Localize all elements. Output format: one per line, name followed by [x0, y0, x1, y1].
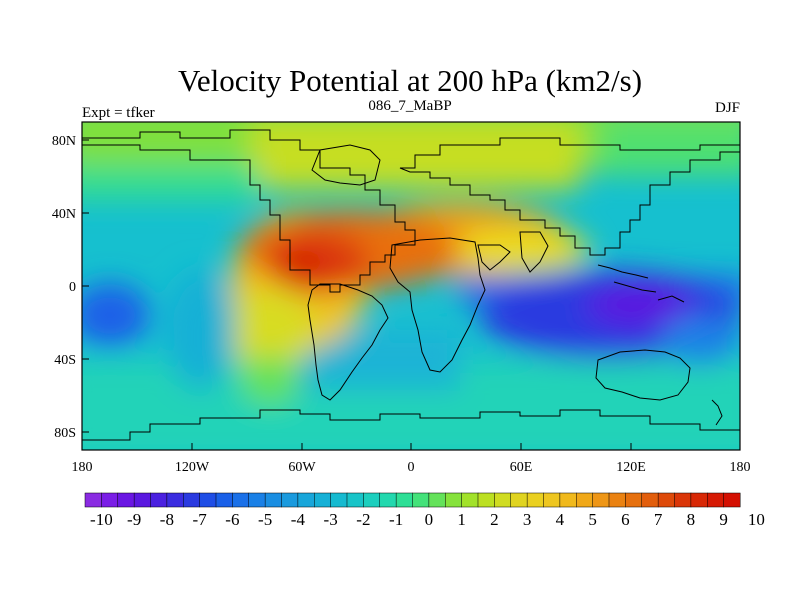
colorbar-swatch: [657, 492, 675, 508]
arabia-india-coast: [477, 231, 549, 273]
colorbar-swatch: [690, 492, 708, 508]
x-tick-120w: 120W: [175, 460, 210, 475]
left-label: Expt = tfker: [82, 105, 155, 121]
colorbar-tick-label: -1: [389, 510, 403, 529]
x-tick-120e: 120E: [616, 460, 646, 475]
colorbar-tick-label: -6: [225, 510, 239, 529]
eurasia-coast: [399, 137, 740, 256]
new-zealand: [711, 399, 723, 426]
australia-coast: [595, 349, 691, 401]
colorbar-tick-label: 5: [588, 510, 597, 529]
x-tick-labels: 180 120W 60W 0 60E 120E 180: [72, 460, 751, 475]
colorbar-swatch: [543, 492, 561, 508]
antarctica-coast: [82, 409, 740, 441]
colorbar-swatch: [183, 492, 201, 508]
south-america-coast: [307, 283, 389, 401]
colorbar-swatch: [281, 492, 299, 508]
colorbar-swatch: [625, 492, 643, 508]
colorbar-swatch: [314, 492, 332, 508]
colorbar-tick-label: 8: [687, 510, 696, 529]
maritime-continent: [597, 264, 685, 303]
colorbar-tick-label: -9: [127, 510, 141, 529]
colorbar-swatch: [526, 492, 544, 508]
y-tick-80s: 80S: [54, 426, 76, 441]
colorbar-swatch: [395, 492, 413, 508]
colorbar-swatch: [346, 492, 364, 508]
colorbar-swatch: [297, 492, 315, 508]
center-label: 086_7_MaBP: [368, 98, 451, 114]
colorbar-tick-label: 3: [523, 510, 532, 529]
colorbar-swatch: [559, 492, 577, 508]
colorbar-tick-label: 2: [490, 510, 499, 529]
colorbar-swatch: [330, 492, 348, 508]
colorbar-tick-label: 4: [556, 510, 565, 529]
colorbar-swatch: [723, 492, 741, 508]
colorbar-swatch: [84, 492, 102, 508]
colorbar-tick-label: -4: [291, 510, 306, 529]
colorbar-tick-label: -2: [356, 510, 370, 529]
colorbar-tick-label: -5: [258, 510, 272, 529]
colorbar-tick-label: -8: [160, 510, 174, 529]
colorbar-swatch: [592, 492, 610, 508]
colorbar-tick-label: -7: [193, 510, 208, 529]
colorbar-swatch: [248, 492, 266, 508]
colorbar-swatch: [461, 492, 479, 508]
x-tick-180e: 180: [730, 460, 751, 475]
coastlines: [82, 129, 740, 441]
colorbar-tick-label: 0: [425, 510, 434, 529]
colorbar-swatch: [674, 492, 692, 508]
colorbar-swatch: [363, 492, 381, 508]
colorbar-swatch: [494, 492, 512, 508]
y-tick-80n: 80N: [52, 134, 76, 149]
colorbar-tick-label: -3: [324, 510, 338, 529]
y-tick-40n: 40N: [52, 207, 76, 222]
colorbar-tick-label: -10: [90, 510, 113, 529]
y-tick-40s: 40S: [54, 353, 76, 368]
colorbar-swatch: [264, 492, 282, 508]
north-america-coast: [82, 129, 416, 293]
x-tick-60e: 60E: [510, 460, 533, 475]
colorbar-tick-label: 7: [654, 510, 663, 529]
colorbar-swatch: [101, 492, 119, 508]
colorbar-swatch: [379, 492, 397, 508]
x-tick-180w: 180: [72, 460, 93, 475]
contour-field: [82, 122, 740, 450]
colorbar-swatch: [232, 492, 250, 508]
map-title: Velocity Potential at 200 hPa (km2/s): [178, 63, 642, 98]
colorbar-swatch: [576, 492, 594, 508]
colorbar-swatch: [215, 492, 233, 508]
colorbar-swatch: [445, 492, 463, 508]
y-tick-labels: 80N 40N 0 40S 80S: [52, 134, 76, 441]
x-tick-0: 0: [408, 460, 415, 475]
colorbar-swatch: [510, 492, 528, 508]
axis-tick-marks: [81, 139, 741, 450]
colorbar-tick-label: 6: [621, 510, 630, 529]
x-tick-60w: 60W: [288, 460, 316, 475]
africa-coast: [389, 237, 486, 373]
right-label: DJF: [715, 100, 740, 116]
colorbar-swatch: [608, 492, 626, 508]
colorbar-swatch: [707, 492, 725, 508]
colorbar-swatch: [117, 492, 135, 508]
colorbar-swatch: [199, 492, 217, 508]
y-tick-0: 0: [69, 280, 76, 295]
colorbar-tick-label: 1: [457, 510, 466, 529]
colorbar-tick-label: 10: [748, 510, 765, 529]
colorbar-swatch: [412, 492, 430, 508]
colorbar-swatch: [428, 492, 446, 508]
colorbar-swatch: [477, 492, 495, 508]
colorbar-swatch: [150, 492, 168, 508]
colorbar-swatch: [641, 492, 659, 508]
colorbar-tick-label: 9: [719, 510, 728, 529]
greenland-coast: [311, 144, 381, 186]
colorbar: -10 -9 -8 -7 -6 -5 -4 -3 -2 -1 0 1 2 3 4 5 6 7 8 9 10: [84, 492, 765, 529]
colorbar-swatch: [166, 492, 184, 508]
colorbar-swatch: [133, 492, 151, 508]
